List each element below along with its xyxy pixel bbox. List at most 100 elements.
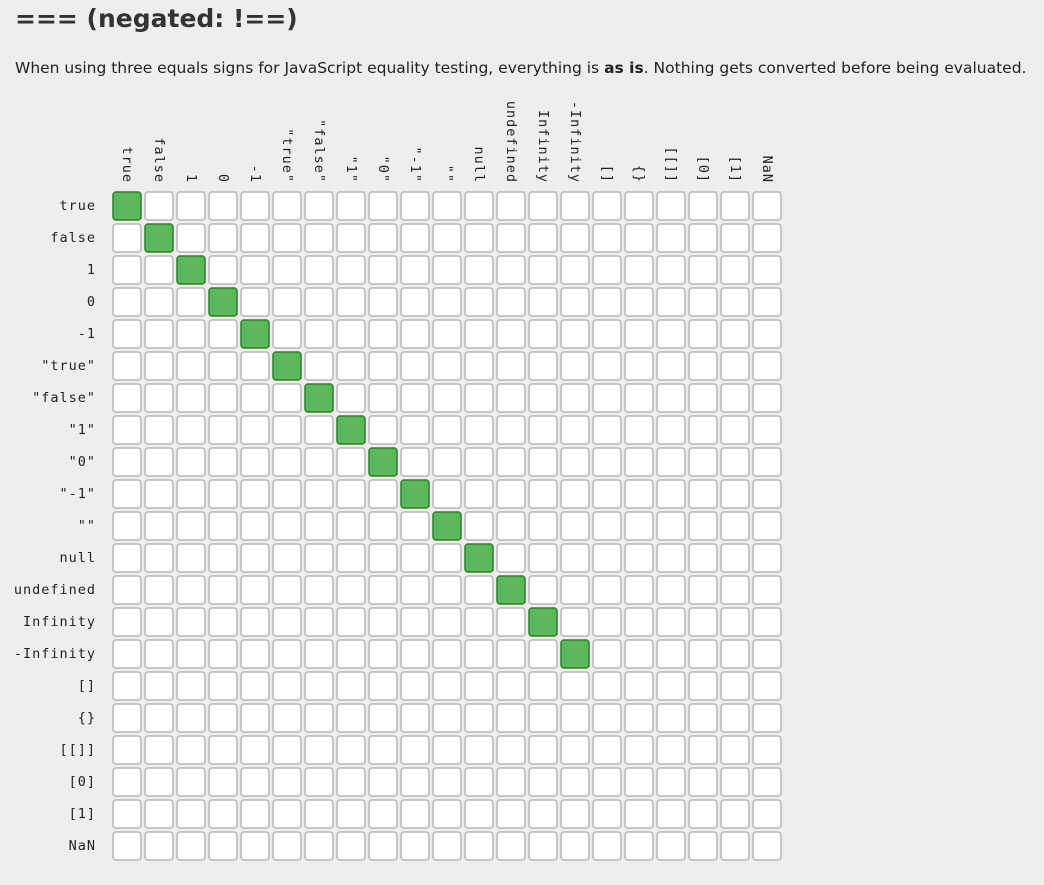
cell-not-equal [272,575,302,605]
cell-not-equal [496,639,526,669]
cell-not-equal [112,511,142,541]
column-label: [] [599,165,615,183]
cell-not-equal [208,351,238,381]
cell-not-equal [176,639,206,669]
cell-not-equal [592,287,622,317]
cell-not-equal [720,799,750,829]
cell-equal [432,511,462,541]
cell-not-equal [496,703,526,733]
cell-not-equal [304,831,334,861]
cell-not-equal [336,287,366,317]
cell-not-equal [688,671,718,701]
cell-not-equal [688,799,718,829]
cell-not-equal [752,607,782,637]
cell-not-equal [752,703,782,733]
row-label: 0 [87,294,96,310]
cell-not-equal [624,575,654,605]
cell-not-equal [560,351,590,381]
cell-not-equal [592,799,622,829]
cell-not-equal [592,511,622,541]
cell-not-equal [304,543,334,573]
cell-not-equal [112,383,142,413]
cell-not-equal [624,255,654,285]
cell-not-equal [560,511,590,541]
cell-not-equal [272,799,302,829]
cell-not-equal [400,287,430,317]
cell-not-equal [752,319,782,349]
cell-not-equal [624,767,654,797]
column-label: false [151,137,167,183]
cell-not-equal [336,543,366,573]
cell-not-equal [656,255,686,285]
cell-not-equal [368,703,398,733]
cell-not-equal [336,703,366,733]
cell-not-equal [688,607,718,637]
cell-not-equal [656,223,686,253]
cell-not-equal [752,255,782,285]
cell-not-equal [112,319,142,349]
cell-not-equal [752,415,782,445]
cell-not-equal [432,319,462,349]
column-label: [0] [695,156,711,183]
cell-not-equal [528,831,558,861]
cell-not-equal [400,671,430,701]
cell-not-equal [592,319,622,349]
cell-not-equal [208,575,238,605]
cell-not-equal [432,607,462,637]
cell-not-equal [752,383,782,413]
cell-not-equal [112,351,142,381]
cell-not-equal [656,287,686,317]
cell-not-equal [464,191,494,221]
cell-not-equal [176,799,206,829]
cell-not-equal [272,383,302,413]
cell-not-equal [464,511,494,541]
column-label: true [119,146,135,183]
column-label: undefined [503,101,519,183]
cell-not-equal [240,351,270,381]
cell-not-equal [368,479,398,509]
cell-not-equal [400,639,430,669]
intro: When using three equals signs for JavaSc… [15,59,1026,77]
cell-not-equal [240,671,270,701]
row-label: "true" [41,358,96,374]
cell-not-equal [496,223,526,253]
cell-not-equal [208,447,238,477]
cell-not-equal [720,735,750,765]
cell-not-equal [752,767,782,797]
cell-not-equal [272,831,302,861]
column-label: null [471,146,487,183]
cell-not-equal [176,607,206,637]
cell-equal [272,351,302,381]
cell-not-equal [336,799,366,829]
column-label: "0" [375,156,391,183]
cell-not-equal [592,479,622,509]
cell-not-equal [624,191,654,221]
cell-not-equal [368,223,398,253]
cell-not-equal [240,607,270,637]
row-label: "" [78,518,96,534]
column-label: "false" [311,119,327,183]
cell-not-equal [656,671,686,701]
cell-not-equal [688,287,718,317]
cell-not-equal [656,735,686,765]
cell-not-equal [592,415,622,445]
cell-not-equal [592,767,622,797]
cell-not-equal [432,415,462,445]
cell-not-equal [432,223,462,253]
cell-not-equal [720,287,750,317]
cell-not-equal [464,575,494,605]
cell-not-equal [400,447,430,477]
cell-not-equal [752,639,782,669]
column-label: -1 [247,165,263,183]
cell-not-equal [464,479,494,509]
cell-not-equal [560,703,590,733]
cell-not-equal [752,735,782,765]
cell-not-equal [464,767,494,797]
cell-not-equal [112,287,142,317]
cell-not-equal [656,543,686,573]
cell-not-equal [688,383,718,413]
cell-not-equal [528,511,558,541]
row-label: true [59,198,96,214]
cell-not-equal [208,479,238,509]
cell-not-equal [496,319,526,349]
